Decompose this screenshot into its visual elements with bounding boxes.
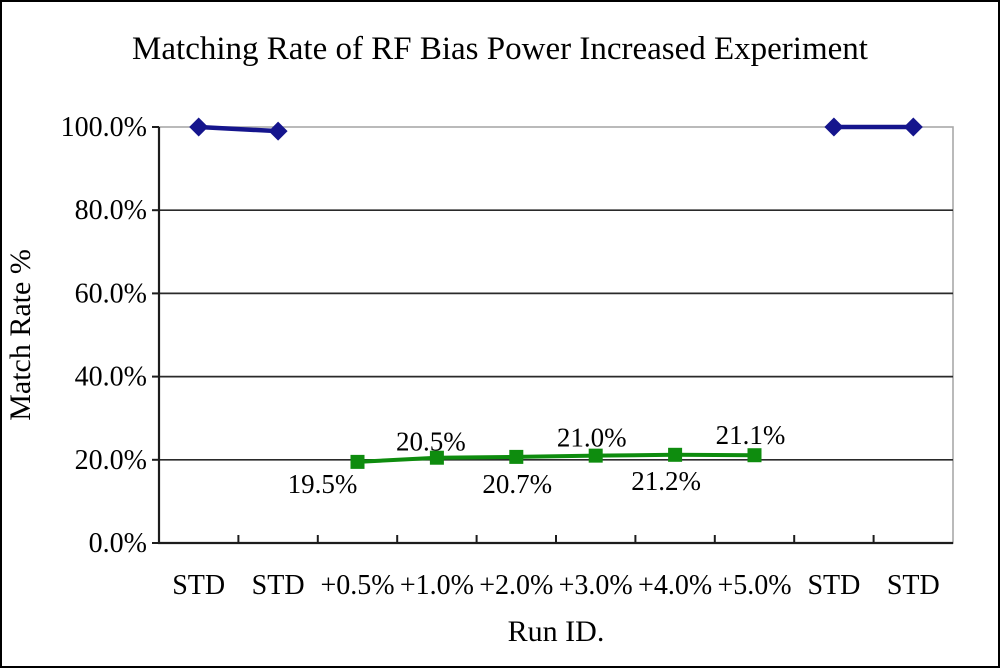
x-category-label: STD (172, 570, 225, 601)
data-labels-group: 19.5% 20.5% 20.7%21.0%21.2% 21.1% (288, 420, 786, 499)
y-axis-title: Match Rate % (4, 249, 37, 421)
gridlines-group (159, 209, 953, 461)
tick-labels-group: 0.0% 20.0% 40.0% 60.0% 80.0% 100.0% STD STD +0.5… (61, 112, 940, 601)
y-tick-label: 80.0% (75, 195, 147, 226)
x-axis-title: Run ID. (508, 615, 605, 648)
series-group (189, 117, 923, 469)
x-category-label: +0.5% (320, 570, 394, 601)
axes-group (152, 126, 953, 545)
square-marker (588, 448, 603, 463)
data-label: 19.5% (288, 469, 358, 499)
y-tick-label: 40.0% (75, 362, 147, 393)
y-tick-label: 20.0% (75, 445, 147, 476)
square-marker (350, 454, 365, 469)
square-marker (509, 449, 524, 464)
diamond-marker (824, 117, 844, 137)
y-tick-label: 0.0% (89, 528, 147, 559)
y-tick-label: 60.0% (75, 278, 147, 309)
data-label: 21.0% (557, 423, 627, 453)
data-label: 21.1% (716, 420, 786, 450)
x-category-label: +2.0% (479, 570, 553, 601)
x-category-label: STD (807, 570, 860, 601)
x-category-label: STD (252, 570, 305, 601)
series-line-rf-bias-increased-runs (355, 452, 757, 464)
x-category-label: STD (887, 570, 940, 601)
diamond-marker (903, 117, 923, 137)
y-tick-label: 100.0% (61, 112, 147, 143)
data-label: 20.7% (482, 469, 552, 499)
plot-border-group (158, 126, 954, 544)
data-label: 20.5% (396, 427, 466, 457)
plot-area-border (158, 126, 954, 544)
diamond-marker (268, 121, 288, 141)
x-category-label: +1.0% (400, 570, 474, 601)
x-category-label: +5.0% (717, 570, 791, 601)
square-marker (747, 448, 762, 463)
square-marker (429, 450, 444, 465)
chart-title: Matching Rate of RF Bias Power Increased… (132, 31, 868, 67)
diamond-marker (189, 117, 209, 137)
series-line-std-runs (196, 124, 281, 134)
data-label: 21.2% (631, 466, 701, 496)
x-category-label: +4.0% (638, 570, 712, 601)
square-marker (668, 447, 683, 462)
x-category-label: +3.0% (559, 570, 633, 601)
